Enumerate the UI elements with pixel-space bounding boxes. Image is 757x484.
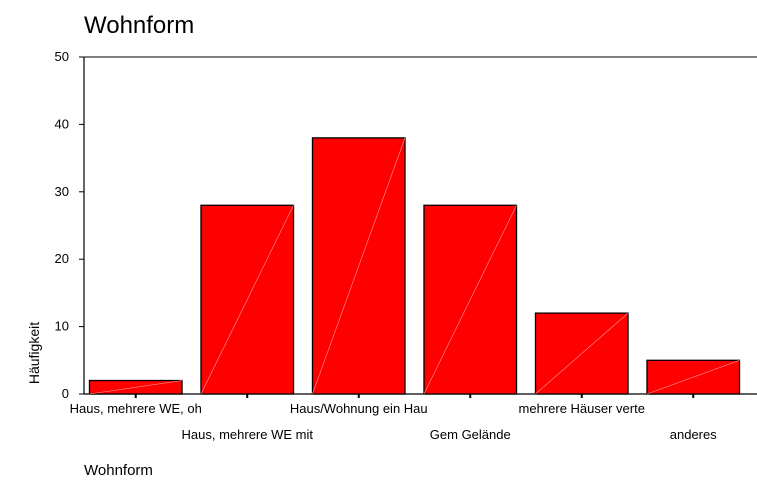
- y-tick-label: 50: [55, 49, 69, 64]
- y-tick-label: 30: [55, 184, 69, 199]
- x-axis-title: Wohnform: [84, 462, 153, 479]
- bar-diagonal: [200, 205, 294, 395]
- y-tick-label: 40: [55, 116, 69, 131]
- x-tick-label: Haus/Wohnung ein Hau: [290, 401, 428, 416]
- bar-diagonal: [535, 312, 629, 395]
- x-tick-label: mehrere Häuser verte: [519, 401, 645, 416]
- bar-diagonal: [423, 205, 517, 395]
- bar-diagonal: [312, 137, 406, 395]
- x-tick-label: anderes: [670, 427, 717, 442]
- y-tick-label: 20: [55, 251, 69, 266]
- bar-diagonal: [646, 360, 740, 395]
- x-tick-label: Gem Gelände: [430, 427, 511, 442]
- y-axis-title: Häufigkeit: [26, 322, 42, 384]
- x-tick-label: Haus, mehrere WE, oh: [70, 401, 202, 416]
- y-tick-label: 0: [62, 386, 69, 401]
- bar-diagonal: [89, 380, 183, 395]
- x-tick-label: Haus, mehrere WE mit: [182, 427, 314, 442]
- chart-title: Wohnform: [84, 12, 195, 39]
- y-tick-label: 10: [55, 319, 69, 334]
